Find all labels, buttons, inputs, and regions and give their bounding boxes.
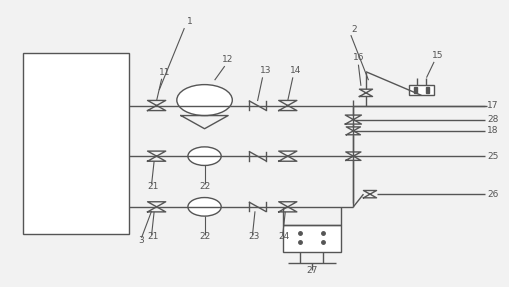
Text: 22: 22 [199,182,210,191]
Text: 16: 16 [353,53,364,63]
Bar [282,225,340,252]
Text: 17: 17 [486,101,498,110]
Circle shape [177,85,232,116]
Bar [408,85,433,95]
Text: 28: 28 [486,115,497,124]
Text: 25: 25 [486,152,497,161]
Text: 2: 2 [351,25,357,34]
Bar [413,87,416,93]
Text: 21: 21 [147,232,159,241]
Text: 26: 26 [486,190,497,199]
Text: 18: 18 [486,126,498,135]
Text: 23: 23 [248,232,259,241]
Text: 22: 22 [199,232,210,241]
Circle shape [187,197,221,216]
Text: 24: 24 [278,232,290,241]
Text: 3: 3 [138,236,144,245]
Text: 21: 21 [147,182,159,191]
Bar [425,87,428,93]
Circle shape [187,147,221,165]
Text: 13: 13 [260,66,271,75]
Text: 11: 11 [159,67,171,77]
Text: 1: 1 [186,17,192,26]
Text: 15: 15 [431,51,442,60]
Text: 14: 14 [290,66,301,75]
Text: 12: 12 [222,55,233,64]
Text: 27: 27 [305,266,317,275]
Bar [23,53,129,234]
